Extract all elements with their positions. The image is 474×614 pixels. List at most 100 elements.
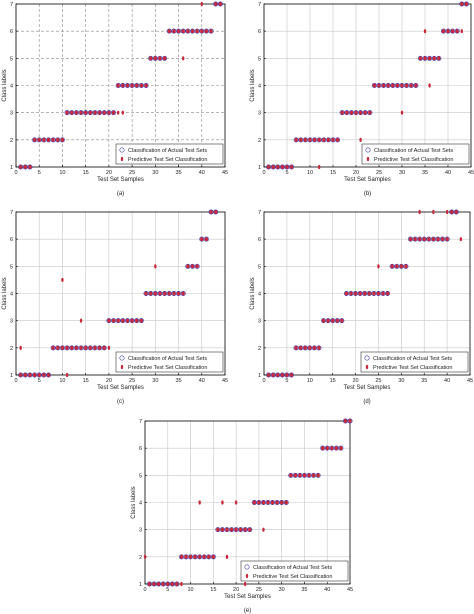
x-tick-label: 30 <box>279 587 285 593</box>
y-axis-label: Class labels <box>2 277 8 309</box>
actual-point <box>162 55 168 61</box>
legend-actual-marker <box>119 355 125 361</box>
x-tick-label: 20 <box>352 378 358 384</box>
predicted-point <box>37 137 41 142</box>
y-tick-label: 4 <box>10 292 13 298</box>
predicted-point <box>285 164 289 170</box>
predicted-point <box>93 110 97 115</box>
y-tick-label: 7 <box>139 419 142 425</box>
y-tick-label: 3 <box>139 528 142 534</box>
predicted-point <box>460 1 464 7</box>
predicted-point <box>211 554 216 559</box>
x-tick-label: 0 <box>143 587 146 593</box>
predicted-point <box>147 581 152 587</box>
predicted-point <box>28 164 32 170</box>
predicted-point <box>422 237 426 242</box>
predicted-point <box>74 110 79 115</box>
predicted-point <box>23 372 27 378</box>
predicted-point <box>70 110 74 115</box>
y-tick-label: 7 <box>258 2 261 8</box>
x-tick-label: 10 <box>59 170 65 176</box>
predicted-point <box>188 554 193 559</box>
predicted-point <box>198 500 201 505</box>
x-tick-label: 40 <box>199 170 205 176</box>
predicted-point <box>121 318 125 323</box>
panel-caption: (b) <box>364 191 371 197</box>
predicted-point <box>244 581 247 587</box>
predicted-point <box>294 137 298 142</box>
x-tick-label: 40 <box>445 170 451 176</box>
predicted-point <box>107 345 111 350</box>
predicted-point <box>318 164 321 170</box>
predicted-point <box>427 56 432 61</box>
predicted-point <box>271 164 275 170</box>
x-tick-label: 35 <box>422 170 428 176</box>
predicted-point <box>308 345 312 350</box>
y-tick-label: 4 <box>258 292 261 298</box>
x-tick-label: 10 <box>187 587 193 593</box>
x-axis-label: Test Set Samples <box>344 385 391 391</box>
actual-point <box>316 345 322 351</box>
predicted-point <box>321 318 326 323</box>
predicted-point <box>303 137 308 142</box>
predicted-point <box>289 372 294 378</box>
y-tick-label: 2 <box>10 346 13 352</box>
predicted-point <box>423 56 427 61</box>
predicted-point <box>340 110 344 115</box>
actual-point <box>27 164 33 170</box>
actual-point <box>247 527 253 533</box>
actual-point <box>210 554 216 560</box>
predicted-point <box>193 554 197 559</box>
predicted-point <box>229 527 234 532</box>
predicted-point <box>460 29 463 34</box>
actual-point <box>208 28 214 34</box>
y-tick-label: 5 <box>258 264 261 270</box>
predicted-point <box>326 318 330 323</box>
legend-predicted-marker <box>120 156 124 162</box>
predicted-point <box>349 110 354 115</box>
predicted-point <box>377 264 380 269</box>
predicted-point <box>93 345 97 350</box>
predicted-point <box>276 164 280 170</box>
predicted-point <box>42 137 46 142</box>
actual-point <box>101 345 107 351</box>
x-tick-label: 35 <box>175 170 181 176</box>
predicted-point <box>381 291 385 296</box>
predicted-point <box>79 345 83 350</box>
x-tick-label: 5 <box>285 378 288 384</box>
predicted-point <box>130 318 134 323</box>
predicted-point <box>271 372 275 378</box>
predicted-point <box>311 473 316 478</box>
predicted-point <box>214 1 218 7</box>
predicted-point <box>202 554 206 559</box>
y-tick-label: 1 <box>10 373 13 379</box>
predicted-point <box>184 554 188 559</box>
predicted-point <box>372 83 377 88</box>
predicted-point <box>28 372 32 378</box>
predicted-point <box>299 137 303 142</box>
x-tick-label: 45 <box>347 587 353 593</box>
y-tick-label: 6 <box>10 237 13 243</box>
predicted-point <box>294 345 298 350</box>
predicted-point <box>23 164 27 170</box>
x-axis-label: Test Set Samples <box>344 177 391 183</box>
x-tick-label: 20 <box>233 587 239 593</box>
predicted-point <box>116 110 120 115</box>
predicted-point <box>436 237 440 242</box>
predicted-point <box>390 264 394 269</box>
predicted-point <box>445 237 449 242</box>
predicted-point <box>344 291 349 296</box>
predicted-point <box>358 110 363 115</box>
x-tick-label: 40 <box>199 378 205 384</box>
predicted-point <box>144 291 148 296</box>
x-tick-label: 30 <box>398 378 404 384</box>
panel-caption: (c) <box>117 399 124 405</box>
predicted-point <box>293 473 298 478</box>
x-tick-label: 35 <box>301 587 307 593</box>
predicted-point <box>326 137 331 142</box>
predicted-point <box>225 554 229 559</box>
x-tick-label: 5 <box>285 170 288 176</box>
predicted-point <box>148 56 153 61</box>
